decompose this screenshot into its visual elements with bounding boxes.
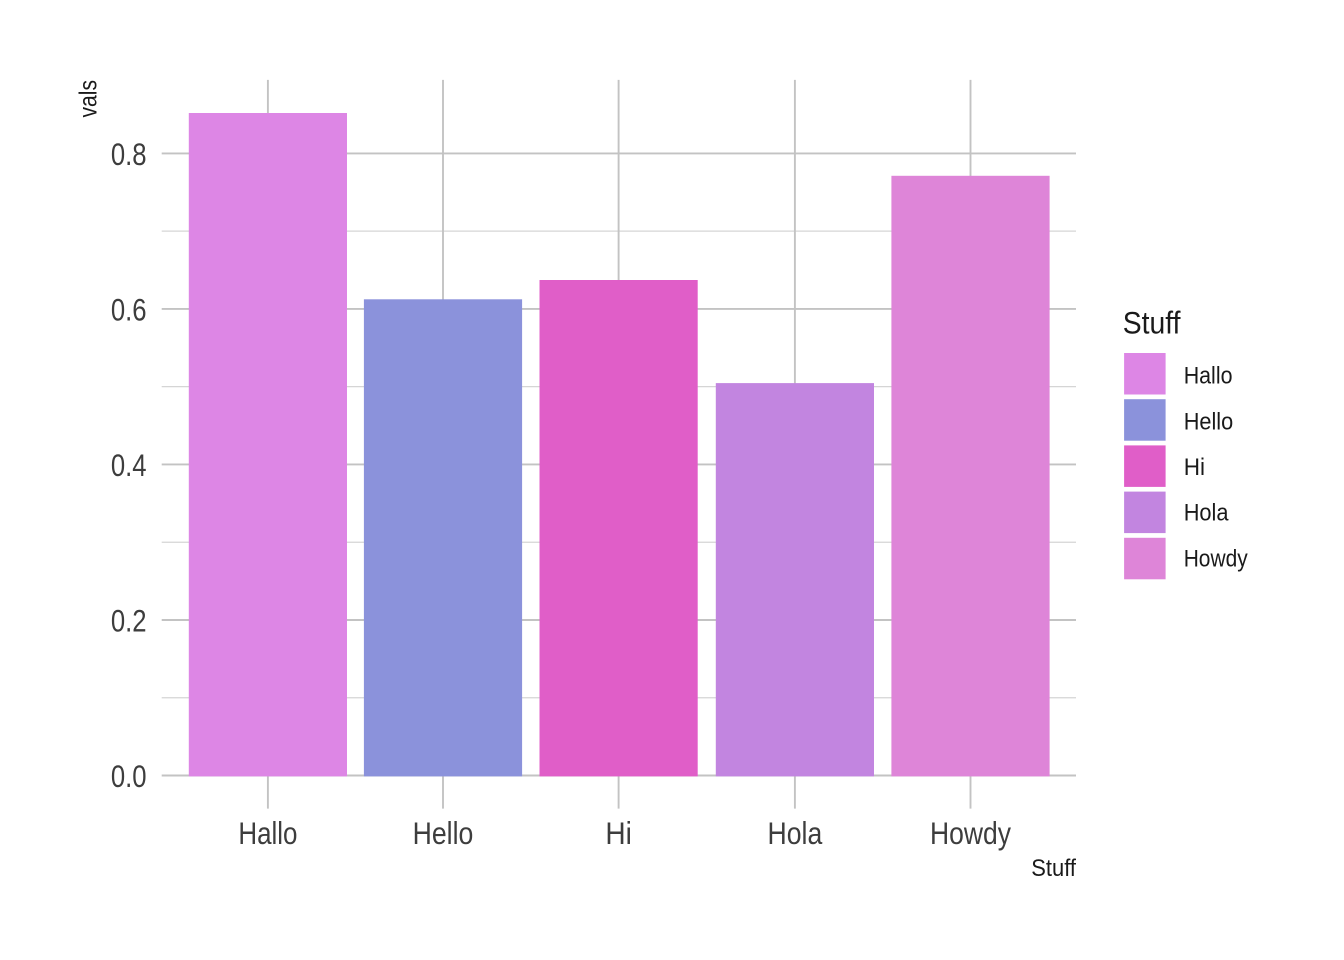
svg-text:0.4: 0.4 [111,447,147,483]
svg-text:Howdy: Howdy [930,815,1011,851]
svg-text:Hola: Hola [1184,500,1229,527]
svg-text:vals: vals [75,80,103,118]
svg-text:Hello: Hello [413,815,474,851]
svg-text:Hi: Hi [1184,454,1205,481]
svg-text:Stuff: Stuff [1031,855,1076,882]
svg-text:Hallo: Hallo [238,815,297,851]
svg-text:0.6: 0.6 [111,291,147,327]
svg-text:Hola: Hola [768,815,823,851]
svg-text:0.2: 0.2 [111,603,147,639]
svg-text:0.8: 0.8 [111,136,147,172]
svg-text:Hallo: Hallo [1184,363,1233,390]
svg-text:Hello: Hello [1184,409,1234,436]
svg-text:Hi: Hi [605,815,632,851]
svg-text:0.0: 0.0 [111,758,147,794]
svg-text:Howdy: Howdy [1184,545,1249,572]
svg-text:Stuff: Stuff [1123,304,1181,340]
